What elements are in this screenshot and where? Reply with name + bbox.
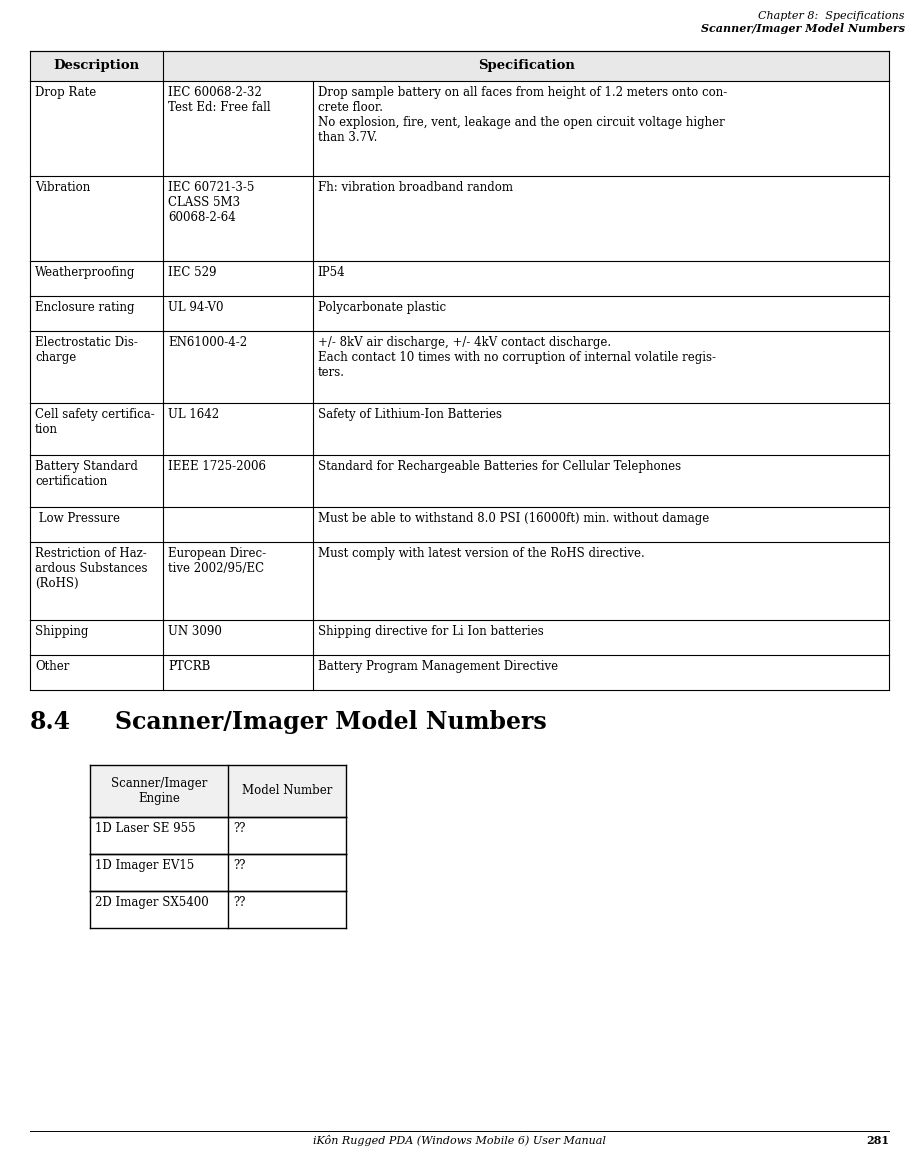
Text: Shipping directive for Li Ion batteries: Shipping directive for Li Ion batteries: [318, 625, 543, 639]
Text: Weatherproofing: Weatherproofing: [35, 266, 135, 279]
Text: IEC 60068-2-32
Test Ed: Free fall: IEC 60068-2-32 Test Ed: Free fall: [168, 86, 271, 114]
Text: +/- 8kV air discharge, +/- 4kV contact discharge.
Each contact 10 times with no : +/- 8kV air discharge, +/- 4kV contact d…: [318, 336, 716, 378]
Text: UL 94-V0: UL 94-V0: [168, 301, 223, 313]
Text: 1D Laser SE 955: 1D Laser SE 955: [95, 822, 196, 835]
Text: Polycarbonate plastic: Polycarbonate plastic: [318, 301, 446, 313]
Text: 281: 281: [866, 1135, 889, 1146]
Text: ??: ??: [233, 859, 245, 872]
Text: Scanner/Imager Model Numbers: Scanner/Imager Model Numbers: [701, 23, 905, 34]
Text: Shipping: Shipping: [35, 625, 88, 639]
Text: Description: Description: [53, 59, 140, 72]
Text: Vibration: Vibration: [35, 181, 90, 194]
Text: Drop Rate: Drop Rate: [35, 86, 96, 99]
Text: Electrostatic Dis-
charge: Electrostatic Dis- charge: [35, 336, 138, 365]
Text: Battery Program Management Directive: Battery Program Management Directive: [318, 659, 558, 673]
Bar: [30, 51, 889, 81]
Text: Restriction of Haz-
ardous Substances
(RoHS): Restriction of Haz- ardous Substances (R…: [35, 547, 148, 590]
Text: EN61000-4-2: EN61000-4-2: [168, 336, 247, 349]
Text: IEEE 1725-2006: IEEE 1725-2006: [168, 460, 267, 473]
Text: 2D Imager SX5400: 2D Imager SX5400: [95, 896, 209, 909]
Text: Safety of Lithium-Ion Batteries: Safety of Lithium-Ion Batteries: [318, 408, 502, 421]
Text: Enclosure rating: Enclosure rating: [35, 301, 134, 313]
Bar: [90, 765, 346, 817]
Text: European Direc-
tive 2002/95/EC: European Direc- tive 2002/95/EC: [168, 547, 267, 575]
Text: iKôn Rugged PDA (Windows Mobile 6) User Manual: iKôn Rugged PDA (Windows Mobile 6) User …: [312, 1135, 606, 1146]
Text: Scanner/Imager
Engine: Scanner/Imager Engine: [111, 777, 207, 805]
Text: 8.4: 8.4: [30, 711, 71, 734]
Text: Cell safety certifica-
tion: Cell safety certifica- tion: [35, 408, 154, 437]
Text: Low Pressure: Low Pressure: [35, 512, 120, 525]
Text: IEC 529: IEC 529: [168, 266, 217, 279]
Text: Other: Other: [35, 659, 69, 673]
Text: Must be able to withstand 8.0 PSI (16000ft) min. without damage: Must be able to withstand 8.0 PSI (16000…: [318, 512, 709, 525]
Text: Chapter 8:  Specifications: Chapter 8: Specifications: [758, 10, 905, 21]
Text: Battery Standard
certification: Battery Standard certification: [35, 460, 138, 488]
Text: PTCRB: PTCRB: [168, 659, 210, 673]
Text: ??: ??: [233, 822, 245, 835]
Text: UN 3090: UN 3090: [168, 625, 222, 639]
Text: Must comply with latest version of the RoHS directive.: Must comply with latest version of the R…: [318, 547, 644, 560]
Text: Scanner/Imager Model Numbers: Scanner/Imager Model Numbers: [115, 711, 547, 734]
Text: Drop sample battery on all faces from height of 1.2 meters onto con-
crete floor: Drop sample battery on all faces from he…: [318, 86, 727, 144]
Text: Fh: vibration broadband random: Fh: vibration broadband random: [318, 181, 513, 194]
Text: ??: ??: [233, 896, 245, 909]
Text: Model Number: Model Number: [242, 785, 332, 798]
Text: Standard for Rechargeable Batteries for Cellular Telephones: Standard for Rechargeable Batteries for …: [318, 460, 681, 473]
Text: Specification: Specification: [478, 59, 574, 72]
Text: IEC 60721-3-5
CLASS 5M3
60068-2-64: IEC 60721-3-5 CLASS 5M3 60068-2-64: [168, 181, 255, 224]
Text: 1D Imager EV15: 1D Imager EV15: [95, 859, 194, 872]
Text: UL 1642: UL 1642: [168, 408, 220, 421]
Text: IP54: IP54: [318, 266, 346, 279]
